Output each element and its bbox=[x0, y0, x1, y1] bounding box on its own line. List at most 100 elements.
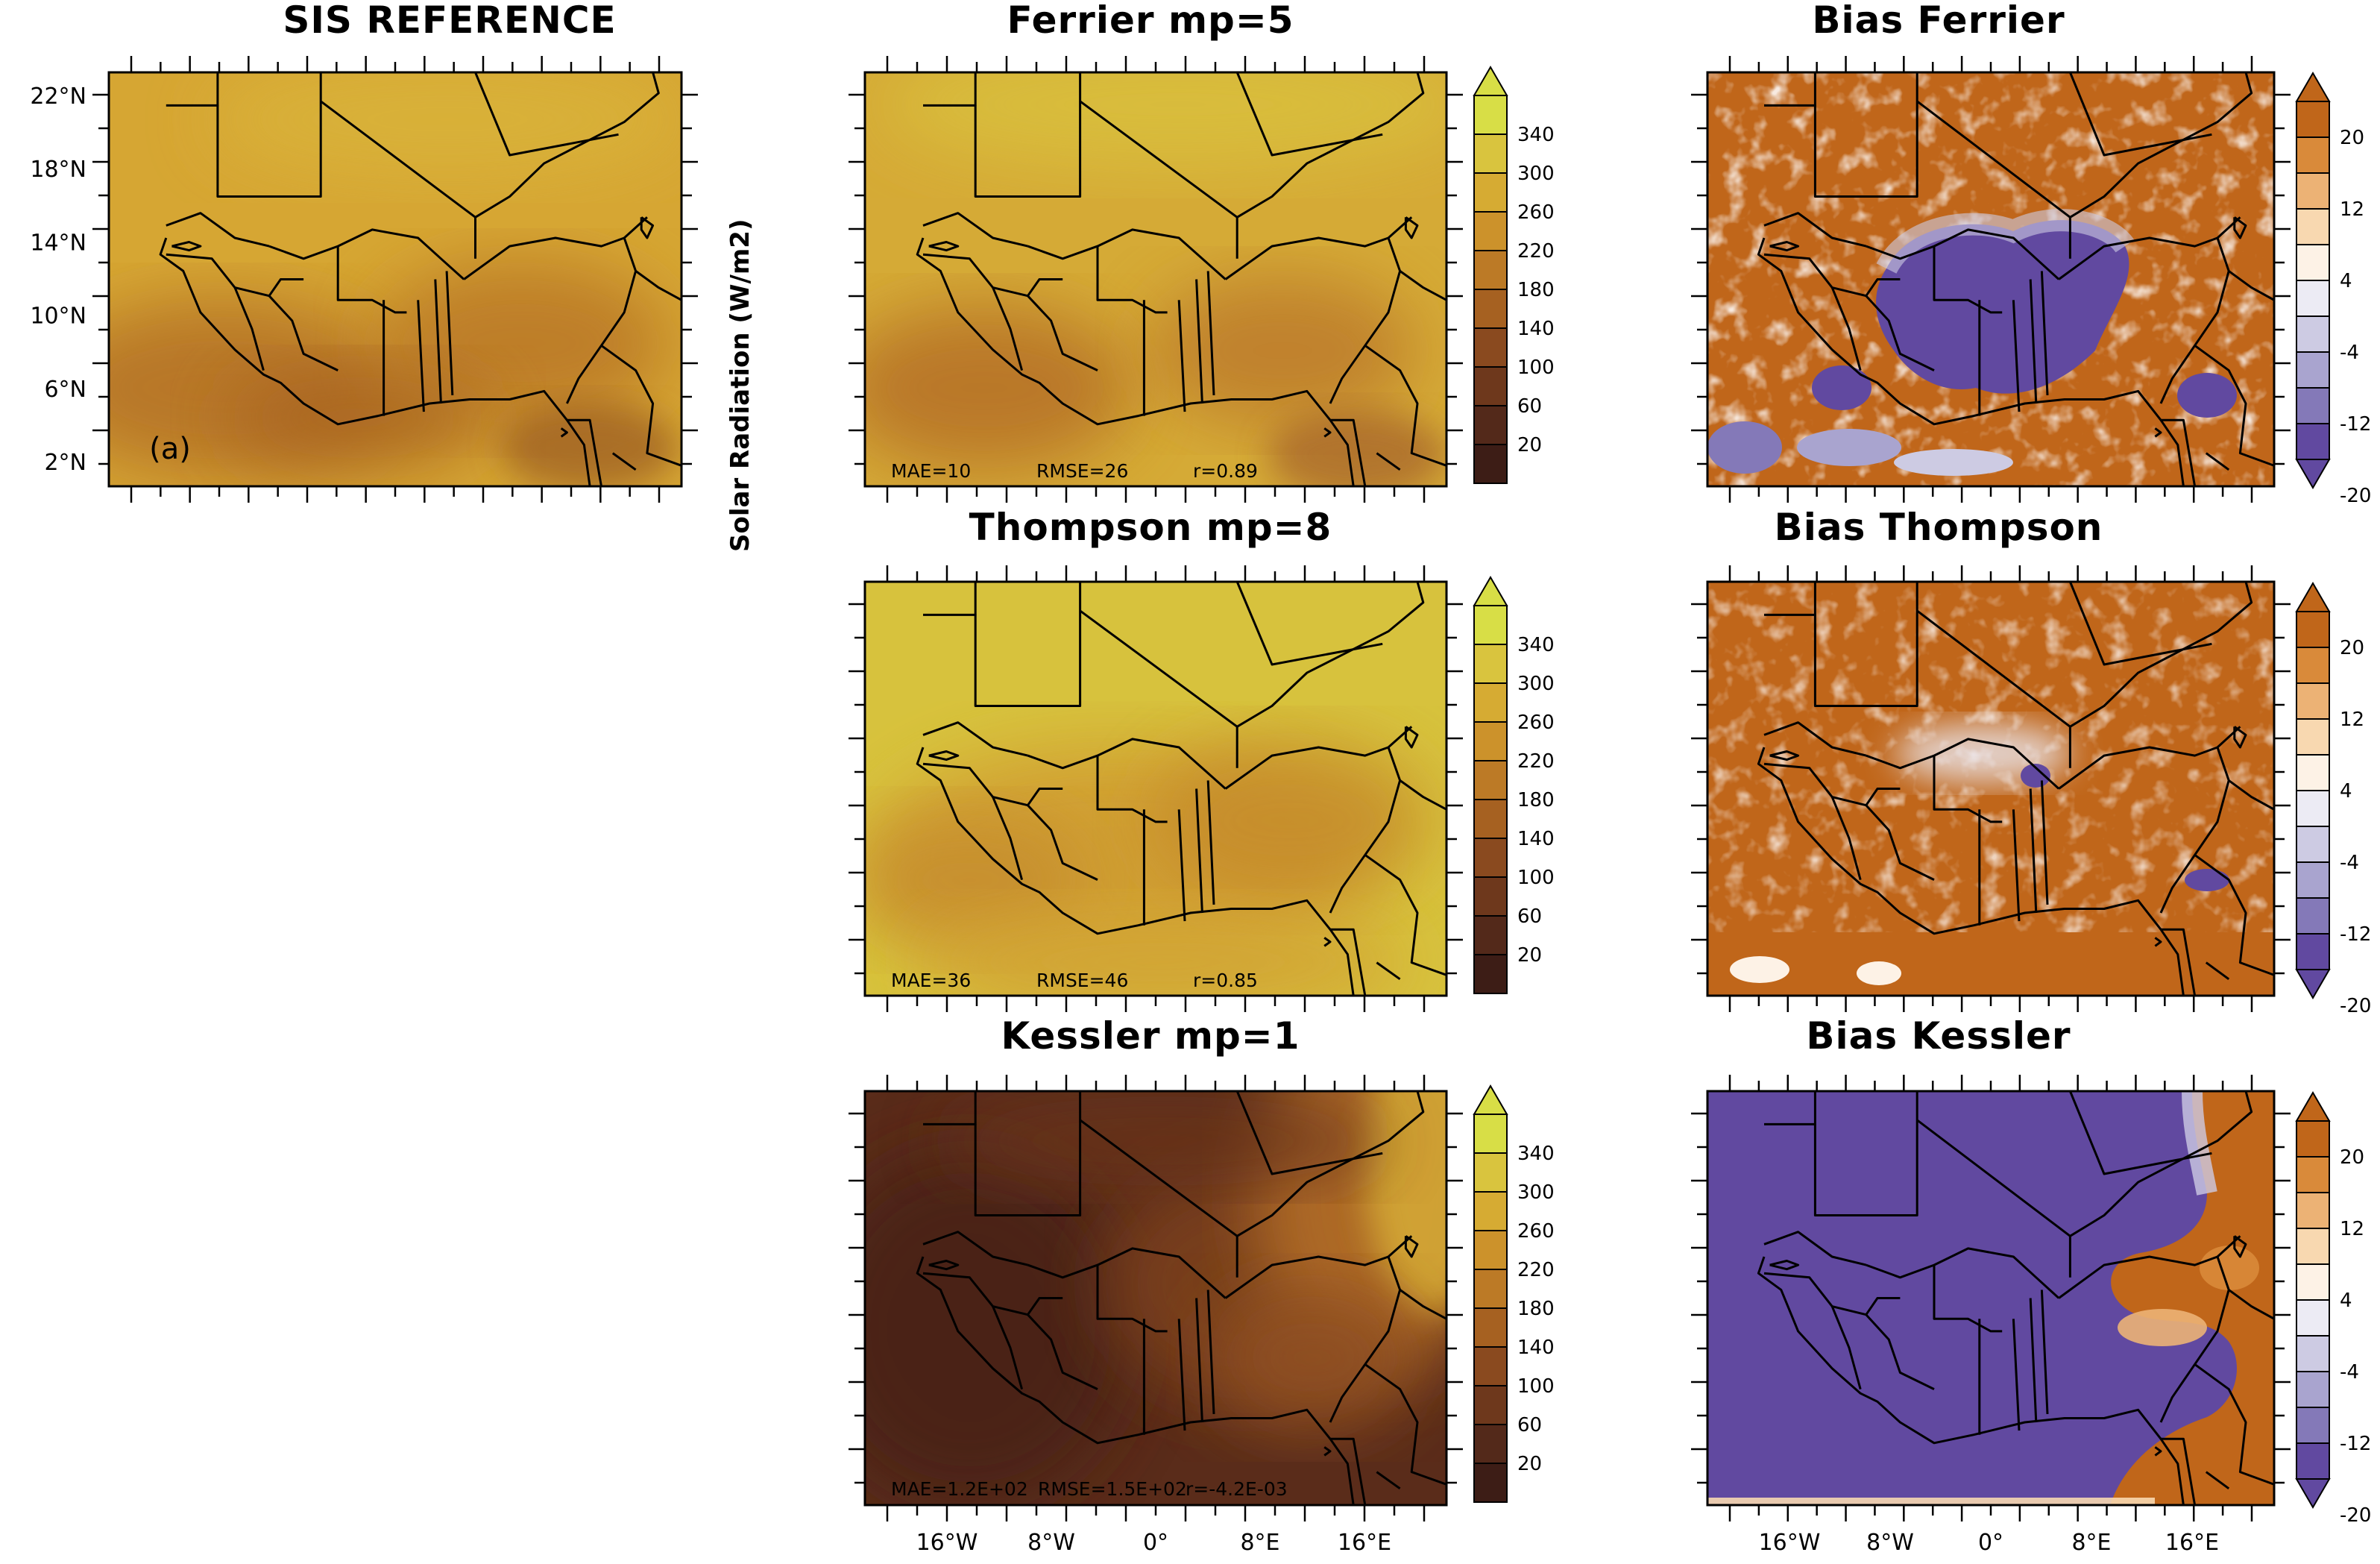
country-border bbox=[992, 1306, 1024, 1390]
colorbar-bin bbox=[1473, 1152, 1508, 1193]
colorbar-bin bbox=[1473, 444, 1508, 484]
country-border bbox=[1177, 809, 1186, 922]
colorbar-bin bbox=[1473, 915, 1508, 955]
lon-tick-label: 16°E bbox=[1338, 1530, 1391, 1556]
colorbar-label: 340 bbox=[1517, 634, 1555, 656]
stat-mae: MAE=36 bbox=[891, 970, 971, 991]
colorbar-label: 300 bbox=[1517, 673, 1555, 695]
country-border bbox=[566, 237, 638, 404]
colorbar-bin bbox=[2296, 790, 2330, 827]
colorbar-bin bbox=[2296, 682, 2330, 720]
country-border bbox=[1235, 581, 1383, 666]
country-border bbox=[434, 279, 442, 404]
colorbar-bin bbox=[2296, 136, 2330, 174]
colorbar-bin bbox=[2296, 861, 2330, 899]
country-border bbox=[2069, 72, 2212, 157]
colorbar-bin bbox=[1473, 1346, 1508, 1386]
country-border bbox=[2040, 780, 2049, 905]
colorbar-bin bbox=[1473, 1463, 1508, 1503]
colorbar-label: -4 bbox=[2340, 852, 2359, 874]
colorbar-bin bbox=[1473, 95, 1508, 135]
colorbar-label: 100 bbox=[1517, 357, 1555, 379]
country-border bbox=[1933, 246, 2003, 314]
colorbar-label: -20 bbox=[2340, 1504, 2371, 1527]
country-border bbox=[1763, 1231, 1867, 1266]
colorbar-bin bbox=[2296, 754, 2330, 791]
colorbar-bin bbox=[2296, 1335, 2330, 1372]
lat-tick-label: 14°N bbox=[30, 230, 86, 256]
colorbar-label: -12 bbox=[2340, 1433, 2371, 1455]
country-border bbox=[1329, 237, 1402, 404]
map-frame-sis bbox=[92, 56, 698, 503]
country-border bbox=[1933, 756, 2003, 823]
colorbar-label: -12 bbox=[2340, 413, 2371, 436]
country-border bbox=[1813, 1091, 1918, 1216]
stat-rmse: RMSE=1.5E+02 bbox=[1038, 1478, 1187, 1500]
lon-tick-label: 8°W bbox=[1027, 1530, 1075, 1556]
country-border bbox=[1763, 212, 1867, 248]
colorbar-label: 180 bbox=[1517, 279, 1555, 301]
country-border bbox=[1813, 582, 1918, 707]
colorbar-bin bbox=[1473, 954, 1508, 994]
colorbar-label: 140 bbox=[1517, 1337, 1555, 1359]
country-border bbox=[567, 418, 602, 487]
colorbar-bin bbox=[2296, 1192, 2330, 1229]
country-border bbox=[1399, 270, 1447, 301]
colorbar-bin bbox=[1473, 250, 1508, 290]
panel-ferrier: Ferrier mp=5 MAE=10 RMSE=26 r=0.89 bbox=[865, 0, 1446, 486]
colorbar-label: 260 bbox=[1517, 1220, 1555, 1243]
colorbar-label: 4 bbox=[2340, 1290, 2352, 1312]
colorbar-arrow bbox=[2295, 459, 2331, 489]
colorbar-arrow bbox=[2295, 72, 2331, 102]
colorbar-label: -20 bbox=[2340, 995, 2371, 1017]
colorbar-bin bbox=[2296, 826, 2330, 863]
country-border bbox=[1206, 780, 1215, 905]
colorbar-bin bbox=[1473, 838, 1508, 878]
country-border bbox=[171, 241, 202, 252]
colorbar-bin bbox=[2296, 172, 2330, 210]
country-border bbox=[600, 345, 682, 467]
colorbar-bin bbox=[1473, 1191, 1508, 1231]
country-border bbox=[1376, 452, 1401, 471]
colorbar-label: -4 bbox=[2340, 342, 2359, 364]
country-border bbox=[1865, 1313, 1935, 1390]
colorbar-arrow bbox=[1473, 66, 1508, 96]
country-border bbox=[2194, 345, 2275, 467]
stat-mae: MAE=10 bbox=[891, 460, 971, 482]
colorbar-bin bbox=[2296, 1156, 2330, 1193]
colorbar-label: 4 bbox=[2340, 270, 2352, 292]
colorbar-label: -20 bbox=[2340, 485, 2371, 507]
country-border bbox=[1206, 271, 1215, 395]
lon-tick-label: 16°E bbox=[2165, 1530, 2219, 1556]
country-border bbox=[1399, 1289, 1447, 1320]
country-border bbox=[2012, 300, 2021, 412]
colorbar-label: 140 bbox=[1517, 828, 1555, 850]
colorbar-label: 220 bbox=[1517, 750, 1555, 773]
country-border bbox=[922, 253, 1063, 298]
panel-title: SIS REFERENCE bbox=[283, 0, 616, 42]
map-frame-bk bbox=[1691, 1075, 2291, 1521]
colorbar-arrow bbox=[1473, 576, 1508, 606]
country-border bbox=[1177, 300, 1186, 412]
panel-title: Bias Ferrier bbox=[1812, 0, 2065, 42]
colorbar-label: 140 bbox=[1517, 318, 1555, 340]
colorbar-label: 220 bbox=[1517, 1259, 1555, 1281]
country-border bbox=[1330, 928, 1367, 996]
colorbar-bin bbox=[2296, 1407, 2330, 1444]
lat-tick-label: 6°N bbox=[44, 377, 86, 403]
country-border bbox=[611, 452, 637, 471]
colorbar-bin bbox=[2296, 718, 2330, 756]
country-border bbox=[928, 1260, 960, 1271]
country-border bbox=[1757, 747, 2185, 996]
country-border bbox=[2194, 854, 2275, 976]
colorbar-bin bbox=[2296, 611, 2330, 648]
map-frame-bf bbox=[1691, 56, 2291, 503]
colorbar-bin bbox=[2296, 647, 2330, 684]
colorbar-bin bbox=[2296, 244, 2330, 281]
country-border bbox=[1096, 756, 1168, 823]
country-border bbox=[216, 72, 322, 198]
country-border bbox=[1027, 228, 1227, 280]
colorbar-arrow bbox=[2295, 582, 2331, 612]
colorbar-bin bbox=[2296, 1299, 2330, 1337]
country-border bbox=[1757, 237, 2185, 487]
